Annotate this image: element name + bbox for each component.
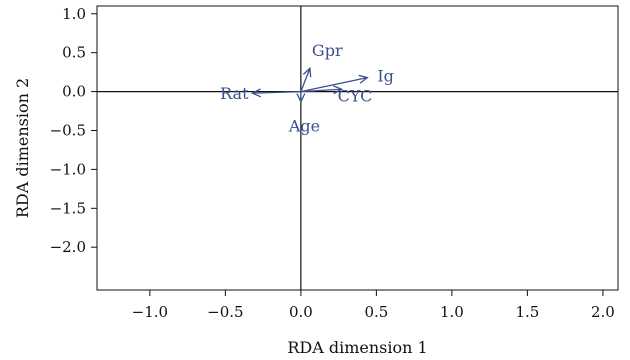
vector-label: CYC	[338, 86, 373, 105]
x-tick-label: 0.0	[289, 303, 313, 321]
y-tick-label: 1.0	[62, 5, 86, 23]
vector-ig: Ig	[300, 67, 394, 93]
vector-line	[252, 90, 301, 94]
vector-label: Rat	[220, 84, 249, 103]
vector-label: Ig	[377, 67, 394, 86]
y-tick-label: −1.5	[50, 199, 86, 217]
y-axis-ticks: 1.0 0.5 0.0 −0.5 −1.0 −1.5 −2.0	[50, 5, 97, 256]
vector-label: Gpr	[312, 41, 343, 60]
x-tick-label: −0.5	[207, 303, 243, 321]
vector-gpr: Gpr	[300, 41, 343, 92]
y-tick-label: −0.5	[50, 121, 86, 139]
y-tick-label: 0.5	[62, 44, 86, 62]
vector-line	[300, 76, 368, 93]
x-tick-label: 1.5	[515, 303, 539, 321]
vector-arrowhead	[333, 85, 344, 95]
vector-line	[300, 88, 342, 93]
x-axis-label: RDA dimension 1	[287, 338, 427, 357]
y-tick-label: −1.0	[50, 160, 86, 178]
vector-cyc: CYC	[300, 85, 373, 105]
vector-arrowhead	[358, 74, 369, 84]
plot-frame	[96, 5, 619, 291]
vector-line	[300, 68, 311, 92]
reference-lines	[97, 6, 618, 290]
x-axis-ticks: −1.0 −0.5 0.0 0.5 1.0 1.5 2.0	[132, 290, 615, 321]
y-axis-label: RDA dimension 2	[13, 78, 32, 218]
vector-arrowhead	[296, 93, 306, 104]
y-tick-label: 0.0	[62, 83, 86, 101]
vector-label: Age	[288, 117, 320, 136]
vector-arrowhead	[251, 88, 262, 98]
x-tick-label: 2.0	[591, 303, 615, 321]
x-tick-label: −1.0	[132, 303, 168, 321]
vector-age: Age	[288, 91, 320, 136]
vector-arrowhead	[302, 66, 312, 78]
x-tick-label: 0.5	[364, 303, 388, 321]
x-tick-label: 1.0	[440, 303, 464, 321]
y-tick-label: −2.0	[50, 238, 86, 256]
vector-rat: Rat	[220, 84, 301, 103]
